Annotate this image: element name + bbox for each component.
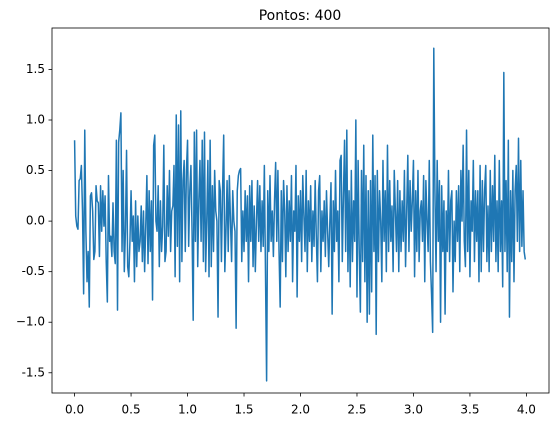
y-tick-label: 1.0 bbox=[26, 113, 45, 127]
y-tick-label: 1.5 bbox=[26, 62, 45, 76]
y-tick-label: -1.5 bbox=[22, 365, 45, 379]
x-tick-label: 4.0 bbox=[517, 403, 536, 417]
y-tick-label: 0.5 bbox=[26, 163, 45, 177]
x-tick-label: 1.5 bbox=[234, 403, 253, 417]
x-tick-label: 1.0 bbox=[178, 403, 197, 417]
y-tick-label: 0.0 bbox=[26, 214, 45, 228]
data-line bbox=[73, 47, 527, 382]
plot-frame bbox=[51, 27, 550, 394]
y-tick-label: −1.0 bbox=[16, 315, 45, 329]
x-tick-label: 3.5 bbox=[460, 403, 479, 417]
x-tick-label: 2.5 bbox=[347, 403, 366, 417]
x-tick-label: 2.0 bbox=[291, 403, 310, 417]
x-tick-label: 3.0 bbox=[404, 403, 423, 417]
y-tick-label: -0.5 bbox=[22, 264, 45, 278]
x-tick-label: 0.0 bbox=[65, 403, 84, 417]
chart-title: Pontos: 400 bbox=[259, 8, 342, 24]
x-tick-label: 0.5 bbox=[122, 403, 141, 417]
